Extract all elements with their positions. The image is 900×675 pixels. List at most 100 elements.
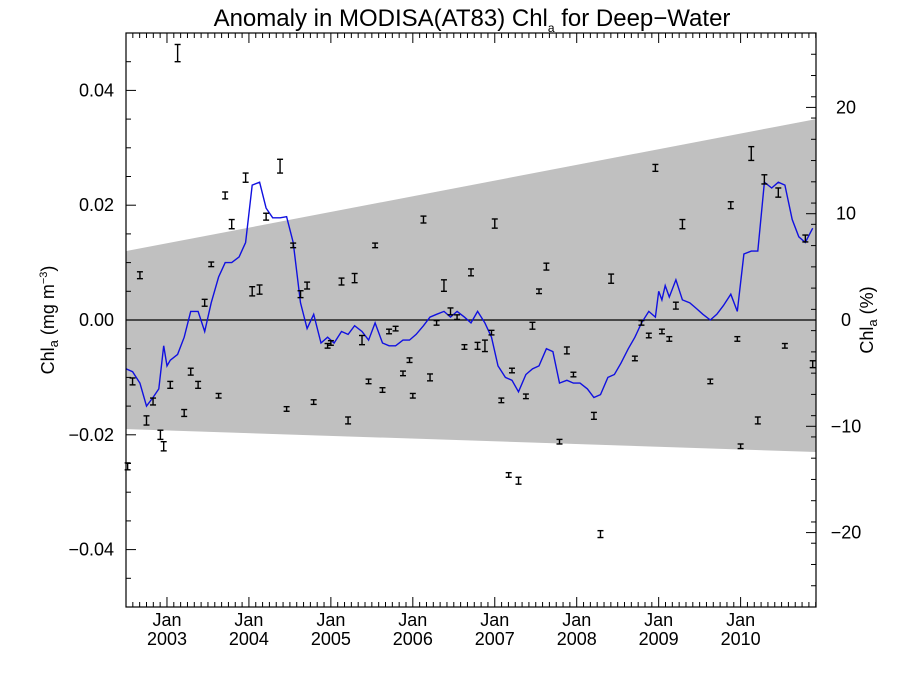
data-point-15 bbox=[222, 191, 229, 200]
data-point-40 bbox=[409, 392, 416, 399]
data-point-18 bbox=[249, 286, 256, 297]
data-point-6 bbox=[160, 440, 167, 452]
data-point-31 bbox=[351, 272, 358, 284]
data-point-78 bbox=[737, 443, 744, 450]
x-tick-year: 2010 bbox=[721, 629, 761, 649]
data-point-16 bbox=[228, 218, 235, 230]
y2-tick-label: −10 bbox=[831, 416, 862, 436]
data-point-85 bbox=[809, 360, 816, 369]
data-point-36 bbox=[386, 328, 393, 335]
data-point-65 bbox=[597, 529, 604, 539]
data-point-17 bbox=[242, 172, 249, 183]
data-point-11 bbox=[195, 380, 202, 390]
x-tick-month: Jan bbox=[644, 610, 673, 630]
data-point-53 bbox=[498, 397, 505, 404]
data-point-60 bbox=[543, 262, 550, 271]
data-point-70 bbox=[652, 163, 659, 173]
data-point-32 bbox=[359, 334, 366, 346]
data-point-68 bbox=[638, 319, 645, 326]
data-point-14 bbox=[215, 392, 222, 399]
y2-tick-label: 0 bbox=[841, 310, 851, 330]
data-point-35 bbox=[379, 387, 386, 394]
uncertainty-band bbox=[126, 119, 816, 453]
data-point-63 bbox=[570, 371, 577, 378]
x-tick-year: 2006 bbox=[393, 629, 433, 649]
data-point-56 bbox=[515, 476, 522, 485]
data-point-33 bbox=[365, 378, 372, 385]
error-bar-points bbox=[124, 43, 816, 539]
data-point-71 bbox=[658, 328, 665, 335]
tick-marks bbox=[125, 32, 817, 608]
y2-tick-label: 10 bbox=[836, 204, 856, 224]
y-tick-label: −0.04 bbox=[68, 540, 114, 560]
data-point-3 bbox=[143, 415, 150, 426]
data-point-4 bbox=[150, 397, 157, 406]
data-point-74 bbox=[679, 218, 686, 230]
data-point-84 bbox=[802, 234, 809, 243]
data-point-37 bbox=[392, 325, 399, 332]
data-point-29 bbox=[338, 277, 345, 286]
x-tick-year: 2004 bbox=[229, 629, 269, 649]
data-point-7 bbox=[167, 380, 174, 390]
y-tick-label: 0.00 bbox=[79, 310, 114, 330]
data-point-61 bbox=[556, 438, 563, 445]
y-tick-label: 0.04 bbox=[79, 80, 114, 100]
y2-tick-label: −20 bbox=[831, 523, 862, 543]
x-tick-month: Jan bbox=[398, 610, 427, 630]
data-point-46 bbox=[454, 314, 461, 321]
data-point-21 bbox=[277, 158, 284, 174]
x-tick-month: Jan bbox=[726, 610, 755, 630]
data-point-62 bbox=[563, 346, 570, 355]
data-point-25 bbox=[304, 281, 311, 290]
data-point-58 bbox=[529, 321, 536, 330]
data-point-69 bbox=[645, 332, 652, 339]
x-tick-year: 2007 bbox=[475, 629, 515, 649]
x-tick-year: 2003 bbox=[147, 629, 187, 649]
data-point-1 bbox=[129, 377, 136, 386]
y-tick-label: 0.02 bbox=[79, 195, 114, 215]
x-tick-month: Jan bbox=[480, 610, 509, 630]
data-point-12 bbox=[201, 298, 208, 307]
tick-labels: −0.04−0.020.000.020.04−20−1001020Jan2003… bbox=[68, 80, 861, 649]
data-point-43 bbox=[433, 319, 440, 326]
data-point-10 bbox=[187, 367, 194, 376]
data-point-54 bbox=[505, 471, 512, 478]
data-point-66 bbox=[608, 273, 615, 284]
data-point-57 bbox=[522, 393, 529, 400]
data-point-34 bbox=[372, 242, 379, 249]
data-point-73 bbox=[672, 301, 679, 310]
data-point-2 bbox=[136, 271, 143, 280]
data-point-22 bbox=[283, 405, 290, 412]
data-point-30 bbox=[345, 416, 352, 425]
data-point-49 bbox=[474, 341, 481, 350]
data-point-83 bbox=[781, 342, 788, 349]
data-point-19 bbox=[256, 284, 263, 295]
data-point-67 bbox=[631, 355, 638, 362]
data-point-5 bbox=[157, 429, 164, 441]
data-point-72 bbox=[666, 335, 673, 342]
data-point-28 bbox=[327, 339, 334, 346]
chart-title: Anomaly in MODISA(AT83) Chla for Deep−Wa… bbox=[214, 5, 731, 35]
x-tick-month: Jan bbox=[152, 610, 181, 630]
data-point-80 bbox=[754, 416, 761, 425]
series-line bbox=[125, 180, 814, 408]
data-point-24 bbox=[297, 290, 304, 299]
data-point-81 bbox=[761, 174, 768, 185]
x-tick-month: Jan bbox=[234, 610, 263, 630]
data-point-44 bbox=[440, 279, 447, 292]
data-point-23 bbox=[290, 242, 297, 249]
y-tick-label: −0.02 bbox=[68, 425, 114, 445]
data-point-76 bbox=[727, 201, 734, 210]
x-tick-month: Jan bbox=[562, 610, 591, 630]
data-point-9 bbox=[181, 408, 188, 418]
y2-axis-label: Chla (%) bbox=[857, 286, 880, 353]
data-point-47 bbox=[461, 343, 468, 350]
x-tick-year: 2009 bbox=[639, 629, 679, 649]
data-point-13 bbox=[208, 261, 215, 268]
data-point-75 bbox=[707, 378, 714, 385]
uncertainty-band-fill bbox=[126, 119, 816, 453]
data-point-42 bbox=[427, 373, 434, 382]
x-tick-year: 2008 bbox=[557, 629, 597, 649]
data-point-82 bbox=[775, 187, 782, 198]
